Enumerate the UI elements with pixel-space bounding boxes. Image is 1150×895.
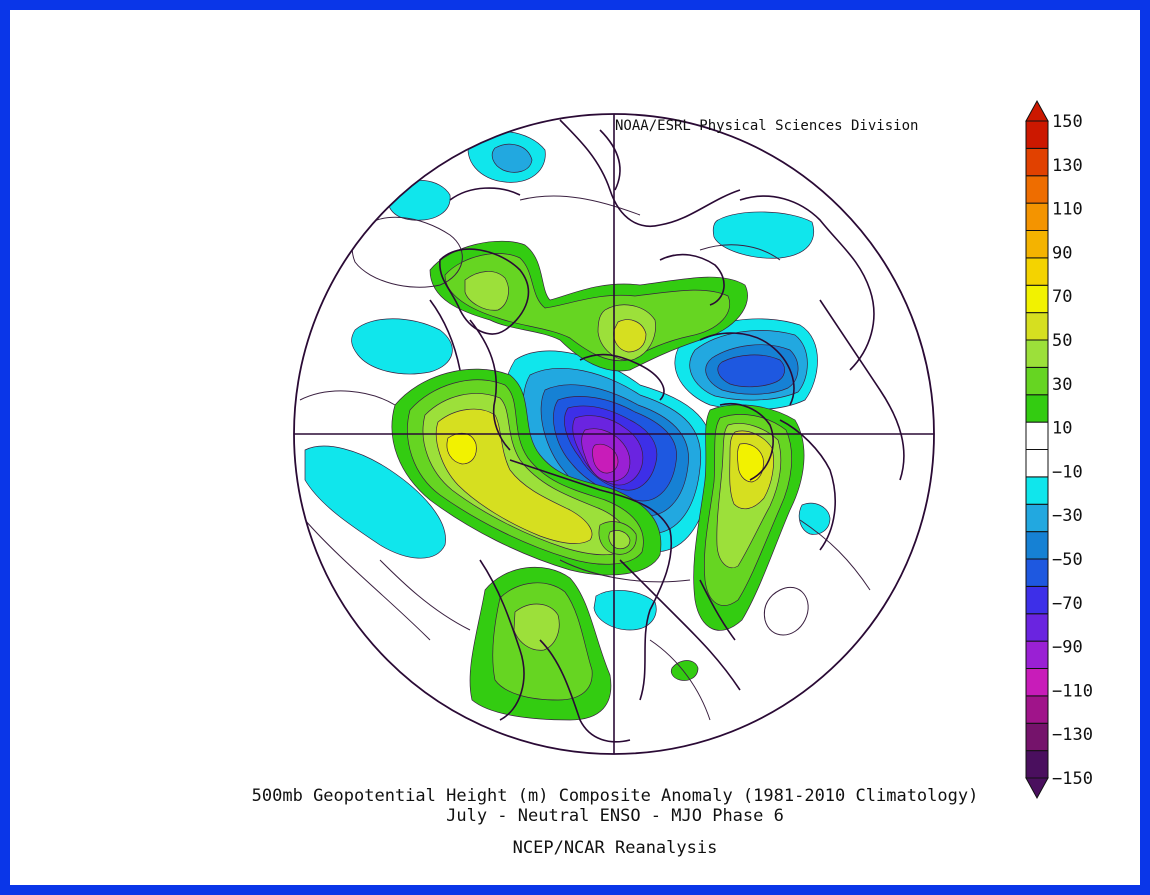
- coastline: [819, 299, 905, 481]
- coastline: [449, 187, 521, 201]
- colorbar-swatch: [1025, 230, 1049, 259]
- coastlines: [429, 119, 905, 743]
- colorbar-tick-label: −50: [1052, 550, 1083, 570]
- coastline: [699, 332, 795, 406]
- contour-line: [304, 519, 431, 641]
- coastline: [509, 459, 672, 701]
- coastline: [479, 559, 525, 721]
- anomaly-region: [351, 318, 453, 375]
- coastline: [779, 419, 836, 551]
- colorbar-swatch: [1025, 339, 1049, 368]
- contour-line: [519, 195, 641, 216]
- colorbar-tick-label: 10: [1052, 419, 1072, 439]
- coastline: [439, 248, 530, 335]
- colorbar-swatch: [1025, 613, 1049, 642]
- anomaly-region: [670, 660, 699, 681]
- colorbar-swatch: [1025, 722, 1049, 752]
- colorbar-tick-label: 90: [1052, 243, 1072, 263]
- colorbar-tick-label: −70: [1052, 594, 1083, 614]
- anomaly-region: [737, 443, 764, 483]
- coastline: [599, 129, 621, 191]
- colorbar-swatch: [1025, 640, 1049, 669]
- colorbar-swatch: [1025, 503, 1049, 533]
- map-title: 500mb Geopotential Height (m) Composite …: [251, 786, 979, 806]
- anomaly-region: [798, 502, 831, 535]
- coastline: [619, 559, 741, 691]
- anomaly-region: [592, 443, 619, 474]
- contour-line: [351, 216, 463, 288]
- coastline: [659, 253, 725, 306]
- colorbar-swatch: [1025, 284, 1049, 314]
- colorbar-swatch: [1025, 421, 1049, 450]
- colorbar-swatch: [1025, 175, 1049, 204]
- anomaly-region: [513, 603, 560, 651]
- colorbar-swatch: [1025, 120, 1049, 149]
- colorbar-tick-label: −130: [1052, 725, 1093, 745]
- colorbar-tick-label: −110: [1052, 681, 1093, 701]
- coastline: [469, 319, 511, 451]
- colorbar-swatch: [1025, 147, 1049, 177]
- coastline: [699, 579, 736, 641]
- colorbar-swatch: [1025, 476, 1049, 505]
- colorbar-tick-label: 50: [1052, 331, 1072, 351]
- colorbar-tick-label: 70: [1052, 287, 1072, 307]
- contour-lines: [299, 195, 871, 721]
- colorbar-tick-label: −150: [1052, 769, 1093, 789]
- coastline: [539, 639, 631, 743]
- graticule: [294, 114, 934, 754]
- coastline: [429, 299, 461, 371]
- contour-line: [379, 559, 471, 631]
- contour-line: [763, 586, 809, 636]
- colorbar-swatch: [1025, 585, 1049, 615]
- contour-line: [699, 244, 781, 261]
- colorbar-swatch: [1025, 531, 1049, 560]
- anomaly-region: [717, 354, 785, 388]
- colorbar-swatch: [1025, 695, 1049, 724]
- coastline: [579, 353, 665, 401]
- colorbar-tick-label: −90: [1052, 638, 1083, 658]
- map-boundary: [293, 113, 935, 755]
- colorbar-tick-label: 130: [1052, 156, 1083, 176]
- contour-line: [299, 390, 396, 406]
- colorbar-swatch: [1025, 750, 1049, 779]
- anomaly-region: [464, 271, 509, 311]
- colorbar-tick-label: −30: [1052, 506, 1083, 526]
- anomaly-region: [387, 179, 451, 221]
- anomaly-region: [304, 445, 446, 559]
- contour-line: [649, 639, 711, 721]
- coastline: [739, 195, 875, 371]
- colorbar: 150 130 110 90 70 50 30 10 −10 −30 −50 −70 −90 −110 −1…: [1025, 99, 1093, 800]
- credit-label: NOAA/ESRL Physical Sciences Division: [615, 118, 919, 134]
- colorbar-top-arrow: [1025, 99, 1049, 122]
- colorbar-tick-label: 30: [1052, 375, 1072, 395]
- coastline: [719, 403, 774, 481]
- anomaly-region: [444, 253, 730, 362]
- contour-line: [799, 519, 871, 591]
- anomaly-region: [491, 143, 533, 173]
- colorbar-swatch: [1025, 202, 1049, 231]
- colorbar-swatch: [1025, 394, 1049, 423]
- colorbar-swatch: [1025, 366, 1049, 396]
- colorbar-tick-label: −10: [1052, 462, 1083, 482]
- colorbar-swatch: [1025, 257, 1049, 286]
- anomaly-region: [613, 319, 647, 353]
- colorbar-tick-label: 150: [1052, 112, 1083, 132]
- colorbar-swatch: [1025, 558, 1049, 587]
- colorbar-swatch: [1025, 312, 1049, 341]
- anomaly-region: [712, 211, 814, 259]
- anomaly-region: [593, 590, 657, 631]
- colorbar-tick-label: 110: [1052, 200, 1083, 220]
- coastline: [559, 119, 741, 227]
- colorbar-swatch: [1025, 449, 1049, 478]
- map-subtitle: July - Neutral ENSO - MJO Phase 6: [446, 806, 784, 826]
- contour-line: [559, 559, 691, 583]
- data-source: NCEP/NCAR Reanalysis: [512, 838, 718, 858]
- colorbar-swatch: [1025, 668, 1049, 697]
